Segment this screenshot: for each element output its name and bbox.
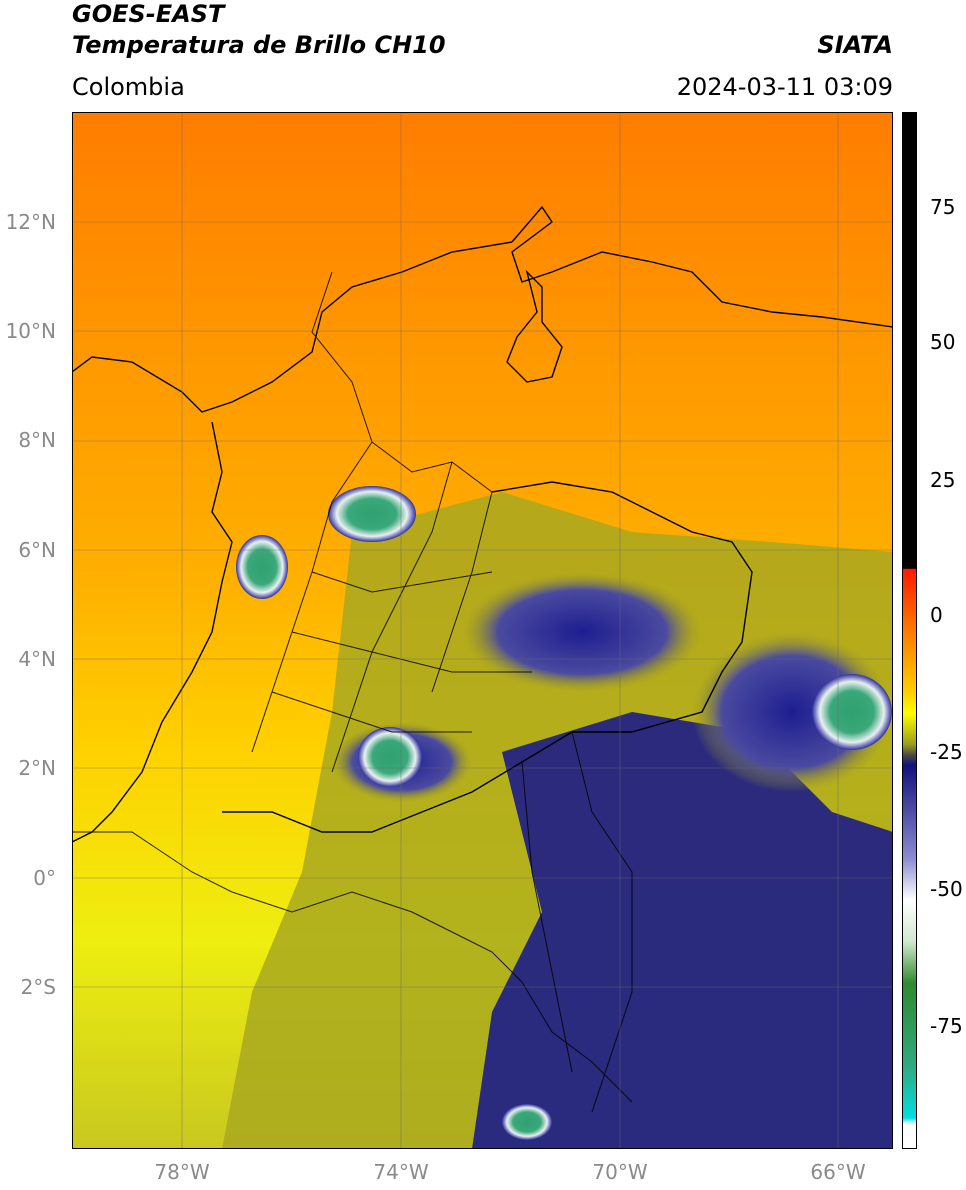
colombia-coast	[72, 241, 513, 843]
lon-label: 70°W	[592, 1160, 648, 1184]
map-frame	[72, 112, 893, 1149]
satellite-map	[72, 112, 893, 1149]
lat-label: 4°N	[18, 647, 56, 671]
cloud-cluster-c	[462, 572, 702, 692]
maracaibo-lake	[506, 269, 563, 383]
datetime-label: 2024-03-11 03:09	[676, 73, 893, 101]
storm-core-3	[358, 727, 422, 787]
title-line-2: Temperatura de Brillo CH10	[72, 31, 446, 59]
lat-label: 2°S	[20, 975, 56, 999]
colorbar-tick-label: 50	[930, 330, 956, 354]
lon-label: 78°W	[154, 1160, 210, 1184]
cloud-region-east	[472, 712, 893, 1149]
colorbar-frame	[902, 112, 917, 1149]
colorbar-tick-label: 75	[930, 195, 956, 219]
storm-core-5	[502, 1104, 552, 1140]
agency-label: SIATA	[817, 31, 893, 59]
lon-label: 66°W	[810, 1160, 866, 1184]
colorbar-fill	[902, 112, 917, 1149]
colorbar-tick-label: -50	[930, 877, 963, 901]
region-label: Colombia	[72, 73, 185, 101]
lon-label: 74°W	[373, 1160, 429, 1184]
lat-label: 8°N	[18, 428, 56, 452]
colorbar-tick-label: -75	[930, 1014, 963, 1038]
lat-label: 6°N	[18, 538, 56, 562]
gridlines	[72, 112, 893, 1149]
colorbar-tick-label: 25	[930, 468, 956, 492]
colorbar-tick-label: -25	[930, 740, 963, 764]
internal-borders	[251, 271, 633, 1113]
title-line-1: GOES-EAST	[72, 0, 225, 28]
storm-core-4	[812, 674, 892, 750]
peru-ecuador-border	[72, 831, 633, 1103]
storm-core-1	[328, 486, 416, 542]
colombia-border	[222, 481, 753, 833]
colorbar-tick-label: 0	[930, 603, 943, 627]
lat-label: 0°	[33, 866, 56, 890]
lat-label: 12°N	[5, 210, 56, 234]
cloud-cluster-b	[692, 632, 892, 792]
storm-core-2	[236, 535, 288, 599]
colorbar	[902, 112, 917, 1149]
lat-label: 10°N	[5, 319, 56, 343]
lat-label: 2°N	[18, 756, 56, 780]
